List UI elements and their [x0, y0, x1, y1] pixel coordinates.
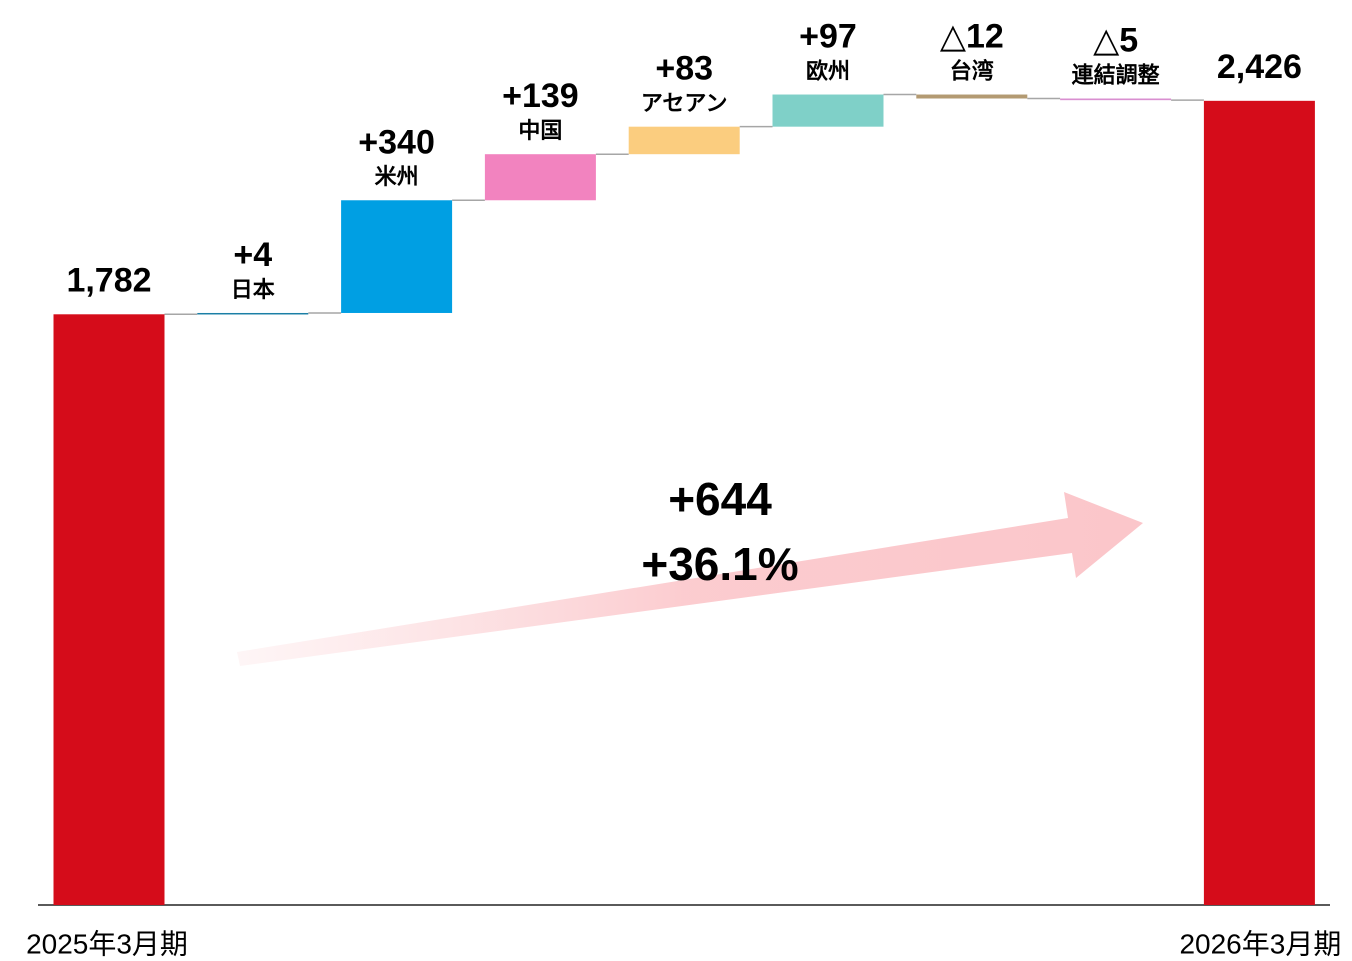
annotation: +644 — [668, 473, 772, 525]
bar — [1060, 98, 1172, 101]
annotation: +36.1% — [641, 538, 798, 590]
value-label: △5 — [1093, 21, 1138, 59]
x-tick-label: 2025年3月期 — [26, 928, 188, 959]
value-label: 1,782 — [66, 261, 151, 299]
bar — [53, 314, 165, 905]
value-label: +83 — [655, 50, 713, 88]
category-label: 欧州 — [806, 58, 850, 83]
value-label: 2,426 — [1217, 48, 1302, 86]
category-label: 連結調整 — [1072, 62, 1160, 87]
bar — [916, 94, 1028, 99]
value-label: +139 — [502, 77, 579, 115]
category-label: 日本 — [231, 277, 275, 302]
bar — [1203, 100, 1315, 905]
value-label: +97 — [799, 18, 857, 56]
bar — [341, 200, 453, 313]
value-label: +340 — [358, 123, 435, 161]
x-tick-label: 2026年3月期 — [1179, 928, 1341, 959]
bar — [197, 312, 309, 315]
bar — [484, 154, 596, 201]
value-label: △12 — [940, 18, 1004, 56]
bar — [772, 94, 884, 127]
category-label: 米州 — [375, 164, 419, 189]
category-label: アセアン — [641, 90, 728, 115]
bar — [628, 126, 740, 155]
growth-arrow — [237, 492, 1143, 666]
category-label: 中国 — [518, 118, 562, 143]
category-label: 台湾 — [950, 58, 994, 83]
value-label: +4 — [233, 236, 272, 274]
